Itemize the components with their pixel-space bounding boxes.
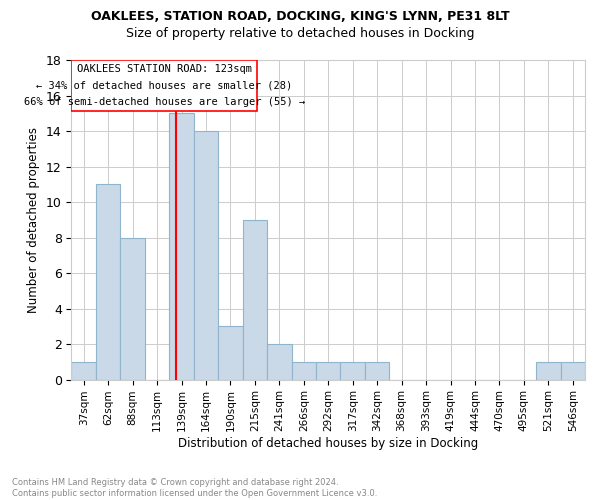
Text: 66% of semi-detached houses are larger (55) →: 66% of semi-detached houses are larger (… [24, 97, 305, 107]
Bar [340, 362, 365, 380]
Bar [96, 184, 121, 380]
Bar [365, 362, 389, 380]
X-axis label: Distribution of detached houses by size in Docking: Distribution of detached houses by size … [178, 437, 478, 450]
Bar [242, 220, 267, 380]
Text: OAKLEES STATION ROAD: 123sqm: OAKLEES STATION ROAD: 123sqm [77, 64, 252, 74]
Bar [536, 362, 560, 380]
Bar [218, 326, 242, 380]
FancyBboxPatch shape [71, 60, 257, 112]
Bar [267, 344, 292, 380]
Text: Contains HM Land Registry data © Crown copyright and database right 2024.
Contai: Contains HM Land Registry data © Crown c… [12, 478, 377, 498]
Bar [121, 238, 145, 380]
Bar [292, 362, 316, 380]
Bar [560, 362, 585, 380]
Bar [316, 362, 340, 380]
Text: Size of property relative to detached houses in Docking: Size of property relative to detached ho… [126, 28, 474, 40]
Bar [194, 131, 218, 380]
Text: ← 34% of detached houses are smaller (28): ← 34% of detached houses are smaller (28… [36, 80, 293, 90]
Bar [169, 114, 194, 380]
Y-axis label: Number of detached properties: Number of detached properties [28, 127, 40, 313]
Text: OAKLEES, STATION ROAD, DOCKING, KING'S LYNN, PE31 8LT: OAKLEES, STATION ROAD, DOCKING, KING'S L… [91, 10, 509, 23]
Bar [71, 362, 96, 380]
